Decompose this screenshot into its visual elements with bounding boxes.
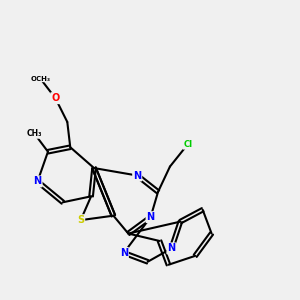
Text: O: O <box>51 93 59 103</box>
Text: Cl: Cl <box>183 140 192 149</box>
Text: S: S <box>77 215 84 225</box>
Text: N: N <box>34 176 42 187</box>
Text: N: N <box>133 170 141 181</box>
Text: N: N <box>120 248 128 258</box>
Text: N: N <box>167 243 175 254</box>
Text: OCH₃: OCH₃ <box>31 76 50 82</box>
Text: CH₃: CH₃ <box>27 129 42 138</box>
Text: N: N <box>146 212 155 222</box>
